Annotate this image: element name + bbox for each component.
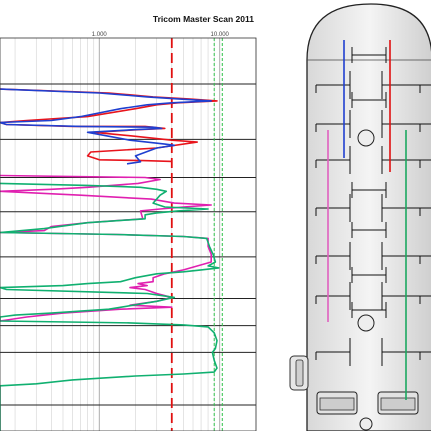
manway-upper — [357, 129, 375, 147]
x-tick-label: 10.000 — [211, 32, 230, 38]
probe-lines — [327, 40, 407, 400]
plot-frame — [0, 37, 257, 431]
plot-background — [0, 0, 258, 431]
bottom-box-right-inner — [380, 397, 416, 411]
side-nozzle-flange — [295, 359, 304, 387]
chart-title: Tricom Master Scan 2011 — [153, 14, 254, 24]
bottom-box-left-inner — [319, 397, 355, 411]
manway-lower — [357, 314, 375, 332]
vessel-shell — [306, 3, 431, 431]
x-tick-label: 1.000 — [92, 32, 108, 38]
series-line — [0, 88, 212, 165]
chart-series — [0, 88, 220, 431]
x-tick-labels: 1.000 10.000 — [92, 32, 230, 38]
bottom-outlet — [359, 417, 373, 431]
series-line — [0, 182, 220, 431]
